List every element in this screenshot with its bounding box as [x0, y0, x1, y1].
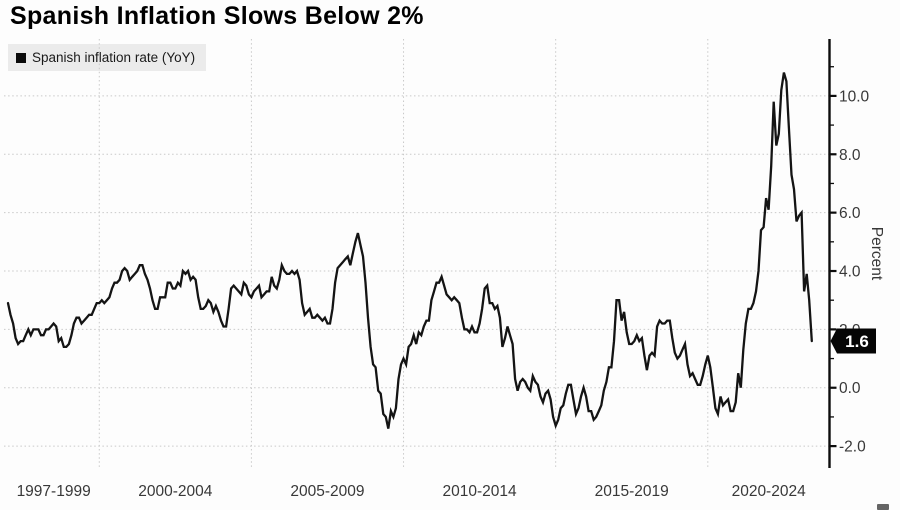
y-axis-tick-label: 8.0 [839, 147, 861, 164]
legend-label: Spanish inflation rate (YoY) [32, 50, 196, 65]
y-axis-title: Percent [868, 227, 885, 281]
x-axis-tick-label: 2020-2024 [732, 483, 807, 500]
y-axis-tick-label: 10.0 [839, 88, 870, 105]
x-axis-tick-label: 2015-2019 [595, 483, 669, 500]
legend: Spanish inflation rate (YoY) [8, 44, 207, 71]
y-axis-tick-label: -2.0 [839, 439, 866, 456]
cropped-watermark-fragment [877, 504, 889, 510]
y-axis-tick-label: 4.0 [839, 264, 861, 281]
last-value-badge-text: 1.6 [845, 332, 869, 351]
y-axis-tick-label: 0.0 [839, 380, 861, 397]
legend-square-marker-icon [16, 52, 26, 63]
last-value-badge [830, 328, 876, 354]
x-axis-tick-label: 1997-1999 [17, 483, 91, 500]
inflation-line [6, 72, 813, 430]
page-title: Spanish Inflation Slows Below 2% [10, 2, 424, 30]
x-axis-tick-label: 2005-2009 [290, 483, 364, 500]
x-axis-tick-label: 2000-2004 [138, 483, 213, 500]
y-axis-tick-label: 6.0 [839, 205, 861, 222]
x-axis-tick-label: 2010-2014 [443, 483, 518, 500]
